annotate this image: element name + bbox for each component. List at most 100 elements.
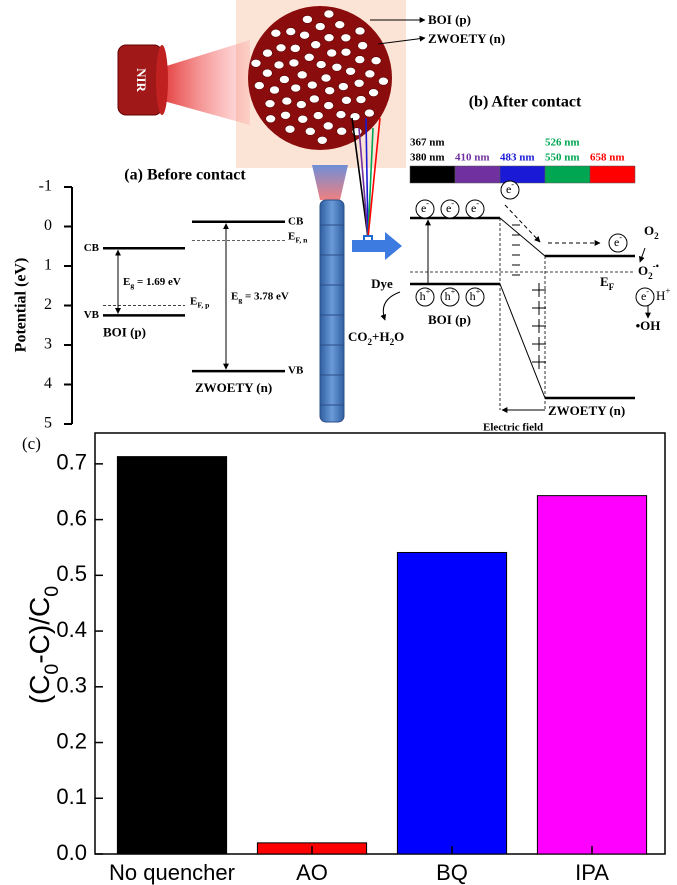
text-part: +H xyxy=(372,329,390,344)
bar xyxy=(396,551,508,855)
carrier xyxy=(500,180,520,200)
dot xyxy=(378,76,389,86)
label: CO2+H2O xyxy=(348,329,404,347)
dot xyxy=(341,96,352,105)
label: O2 xyxy=(644,223,659,241)
carrier xyxy=(415,287,435,307)
wavelength-label: 380 nm xyxy=(410,152,445,164)
label: EF xyxy=(600,274,615,292)
dot xyxy=(302,15,313,24)
dot xyxy=(335,110,347,119)
wavelength-label: 367 nm xyxy=(410,137,445,149)
dot xyxy=(279,75,290,84)
text-part: e xyxy=(446,201,451,215)
dot xyxy=(357,41,368,50)
text-part: + xyxy=(476,287,481,296)
illustration-label: BOI (p) xyxy=(428,12,471,27)
label: H+ xyxy=(656,286,671,303)
text-part: E xyxy=(231,290,238,302)
text-part: 2 xyxy=(368,337,373,347)
label: e- xyxy=(446,199,454,214)
text-part: -C)/C xyxy=(24,597,55,664)
text-part: h xyxy=(420,289,426,303)
zoom-arrow xyxy=(352,232,402,260)
label: Dye xyxy=(371,276,393,291)
text-part: CO xyxy=(348,329,368,344)
label: BOI (p) xyxy=(428,312,471,327)
panel-title: (a) Before contact xyxy=(124,167,246,184)
sphere-dots xyxy=(250,9,389,145)
wavelength-label: 658 nm xyxy=(590,152,625,164)
funnel xyxy=(312,165,348,200)
label: Electric field xyxy=(483,422,543,434)
dot xyxy=(305,127,316,136)
text-part: 2 xyxy=(654,231,659,241)
carrier xyxy=(465,287,485,307)
dot xyxy=(334,20,346,30)
dot xyxy=(323,9,335,19)
y-tick-label: 0.1 xyxy=(56,784,87,809)
panel-title: (b) After contact xyxy=(469,94,582,111)
label: e- xyxy=(506,180,514,195)
text-part: 0 xyxy=(41,664,63,675)
carrier xyxy=(440,199,460,219)
text-part: = 1.69 eV xyxy=(134,275,181,287)
potential-axis: -1 0 1 2 3 4 5 xyxy=(39,178,73,432)
dot xyxy=(354,26,366,36)
dot xyxy=(354,55,366,64)
label: h+ xyxy=(445,287,456,302)
dot xyxy=(310,40,321,50)
dot xyxy=(315,60,327,69)
dot xyxy=(307,80,318,90)
plot-frame xyxy=(94,432,666,855)
dot xyxy=(370,56,382,65)
bar-chart: (c) (C0-C)/C0 0.00.10.20.30.40.50.60.7No… xyxy=(22,432,666,885)
tick-label: 5 xyxy=(44,415,52,432)
tick-label: 0 xyxy=(44,217,52,234)
text-part: + xyxy=(665,286,670,296)
stem-segments xyxy=(320,224,344,406)
text-part: F, n xyxy=(295,236,308,245)
material-label: BOI (p) xyxy=(103,324,146,339)
x-tick-label: IPA xyxy=(575,860,609,885)
dot xyxy=(336,126,347,136)
text-part: e xyxy=(421,201,426,215)
dot xyxy=(303,52,315,62)
band-label: VB xyxy=(84,309,100,321)
text-part: g xyxy=(238,296,242,305)
text-part: (C xyxy=(24,675,55,705)
dot xyxy=(340,47,352,57)
dot xyxy=(316,135,328,145)
band-diagram xyxy=(380,204,651,413)
text-part: E xyxy=(123,275,130,287)
text-part: - xyxy=(646,287,649,296)
light-rays xyxy=(351,117,381,239)
text-part: O xyxy=(394,329,404,344)
dot xyxy=(297,114,309,124)
dot xyxy=(273,60,285,70)
text-part: 2 xyxy=(648,271,653,281)
text-part: - xyxy=(511,180,514,189)
dot xyxy=(326,48,338,58)
band-label: VB xyxy=(288,365,304,377)
text-part: e xyxy=(471,201,476,215)
carriers: e-e-e-h+ h+ h+e-e-e- xyxy=(415,180,655,307)
spectrum-band xyxy=(589,165,636,184)
dot xyxy=(355,95,367,104)
dot xyxy=(340,33,352,43)
band-label: CB xyxy=(288,215,304,227)
text-part: - xyxy=(476,199,479,208)
dot xyxy=(264,99,276,108)
label: h+ xyxy=(420,287,431,302)
label: Eg = 3.78 eV xyxy=(231,290,289,305)
wavelength-label: 526 nm xyxy=(545,137,580,149)
dot xyxy=(364,108,375,118)
dot xyxy=(265,114,276,124)
ray xyxy=(367,117,381,239)
dot xyxy=(368,88,379,97)
spectrum-band xyxy=(454,165,501,184)
dot xyxy=(284,124,296,134)
carrier xyxy=(608,233,628,253)
text-part: e xyxy=(506,182,511,196)
